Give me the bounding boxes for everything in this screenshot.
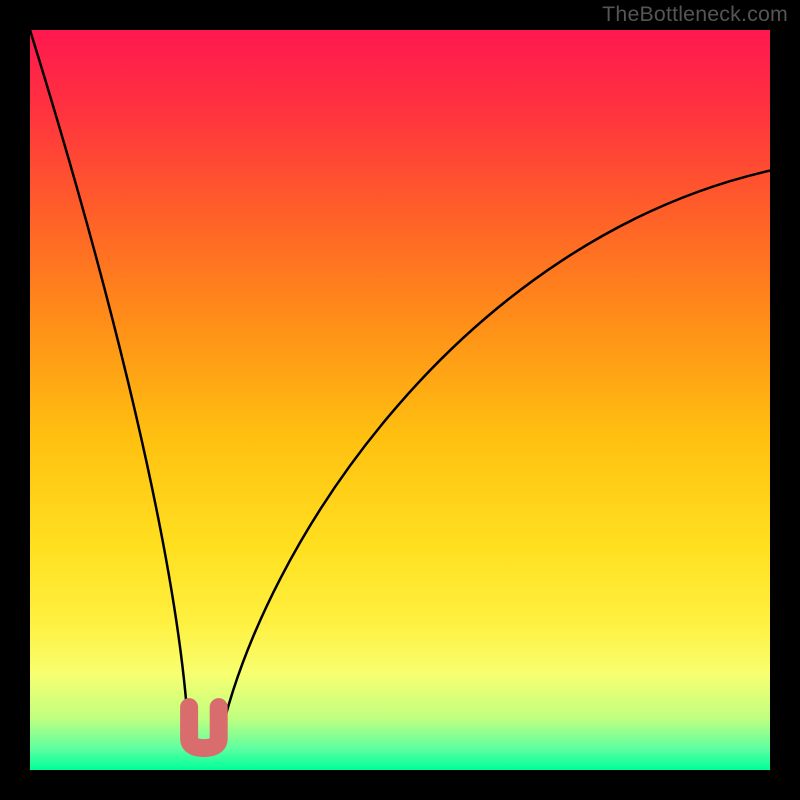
- watermark-text: TheBottleneck.com: [602, 2, 788, 27]
- valley-marker: [189, 707, 219, 748]
- plot-frame: [30, 30, 770, 770]
- chart-stage: TheBottleneck.com: [0, 0, 800, 800]
- curve-right-branch: [219, 171, 770, 745]
- curve-left-branch: [30, 30, 189, 744]
- bottleneck-curve-layer: [30, 30, 770, 770]
